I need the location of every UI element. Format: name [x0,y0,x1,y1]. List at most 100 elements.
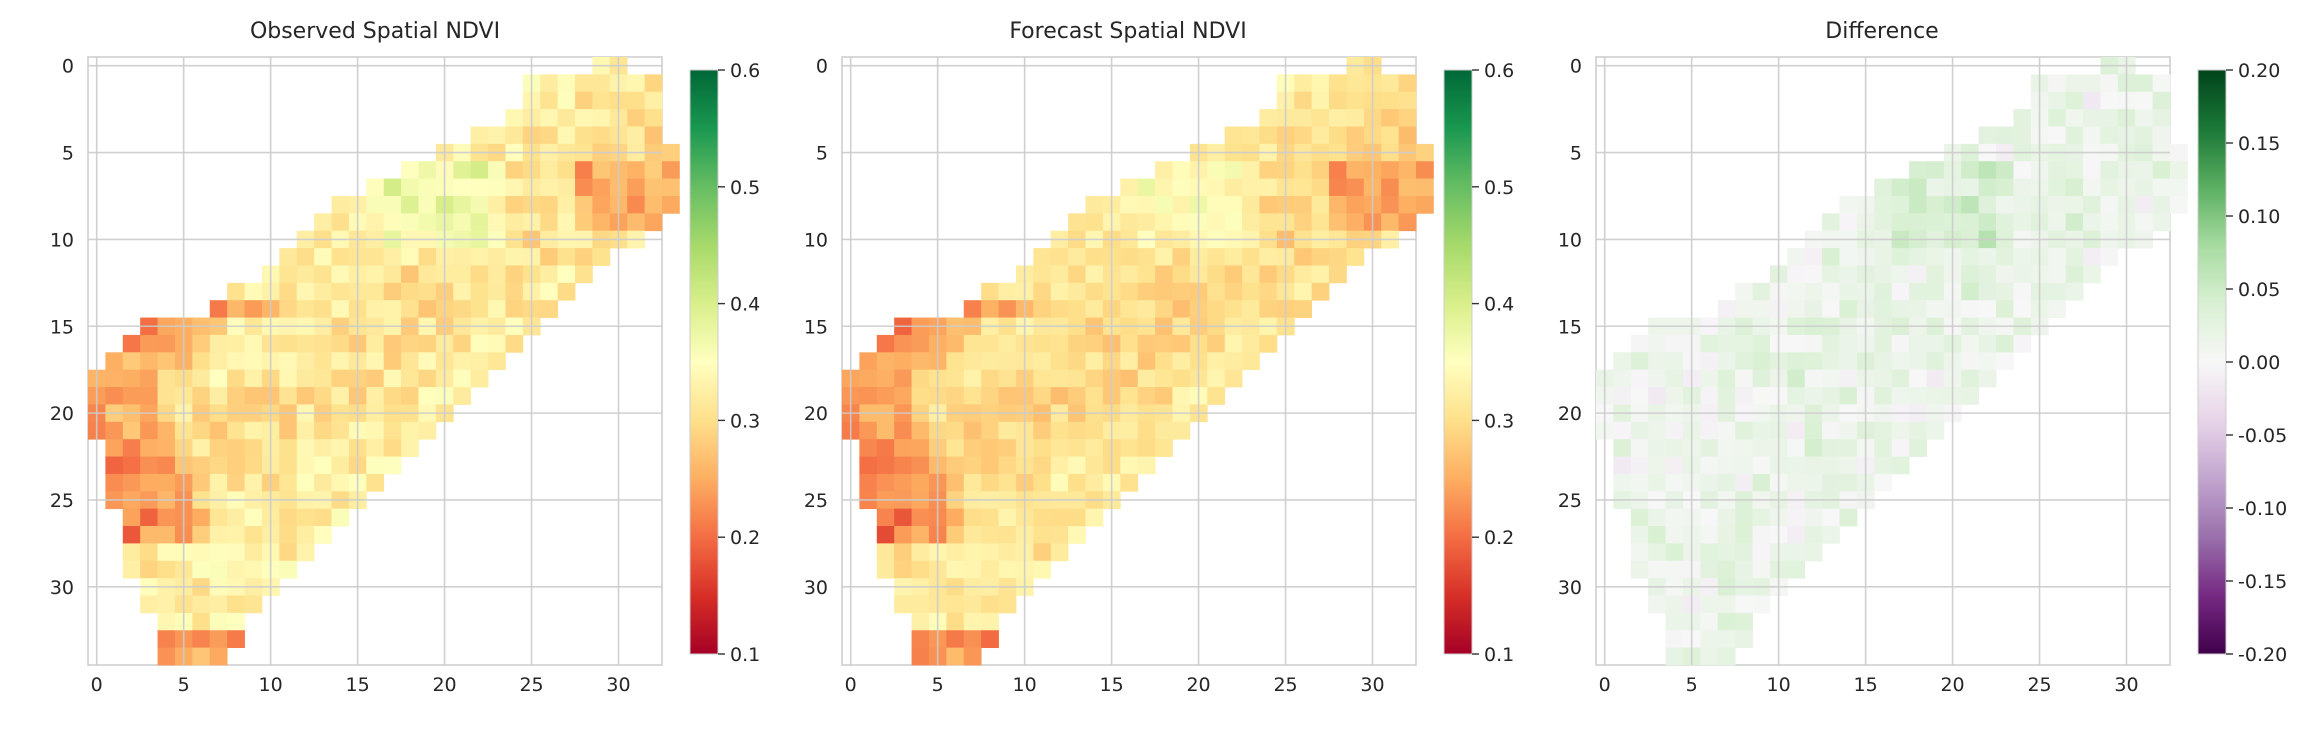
heatmap-cell [1224,213,1243,232]
heatmap-cell [1120,195,1139,214]
heatmap-cell [1172,369,1191,388]
heatmap-cell [2083,161,2101,179]
heatmap-cell [505,178,524,197]
heatmap-cell [1787,421,1806,440]
heatmap-cell [1242,213,1260,232]
heatmap-cell [383,352,402,371]
heatmap-cell [331,439,350,457]
heatmap-cell [1613,352,1632,371]
forecast-colorbar: 0.1 0.2 0.3 0.4 0.5 0.6 [1443,60,1514,666]
heatmap-cell [1630,387,1649,405]
heatmap-cell [981,526,999,544]
heatmap-cell [2135,109,2153,127]
colorbar-tick-label: 0.2 [730,527,760,549]
heatmap-cell [140,439,158,457]
heatmap-cell [1822,334,1840,353]
heatmap-cell [963,352,982,371]
heatmap-cell [1822,473,1840,492]
heatmap-cell [1978,213,1997,232]
heatmap-cell [2135,126,2153,145]
heatmap-cell [1978,178,1997,197]
difference-title: Difference [1825,19,1938,44]
heatmap-cell [505,334,524,353]
heatmap-cell [366,387,385,405]
heatmap-cell [1752,508,1771,527]
heatmap-cell [1294,126,1313,145]
heatmap-cell [981,595,999,614]
heatmap-cell [244,369,263,388]
heatmap-cell [1207,387,1226,405]
heatmap-cell [1294,248,1313,266]
heatmap-cell [105,369,124,388]
heatmap-cell [1381,109,1399,127]
heatmap-cell [1891,178,1910,197]
heatmap-cell [1207,213,1226,232]
heatmap-cell [383,195,402,214]
heatmap-cell [859,473,878,492]
heatmap-cell [1155,213,1173,232]
heatmap-cell [227,560,245,579]
heatmap-cell [366,334,385,353]
heatmap-cell [1717,439,1736,457]
heatmap-cell [1996,334,2014,353]
heatmap-cell [1398,74,1417,93]
heatmap-cell [488,178,506,197]
heatmap-cell [140,456,158,475]
heatmap-cell [192,473,211,492]
heatmap-cell [453,300,472,318]
heatmap-cell [1311,195,1330,214]
heatmap-cell [227,369,245,388]
heatmap-cell [157,543,176,562]
heatmap-cell [540,178,559,197]
heatmap-cell [1665,473,1684,492]
heatmap-cell [105,439,124,457]
heatmap-cell [2083,126,2101,145]
heatmap-cell [470,300,489,318]
heatmap-cell [998,352,1017,371]
x-tick-label: 25 [2027,674,2051,696]
heatmap-cell [1068,387,1086,405]
heatmap-cell [946,508,965,527]
heatmap-cell [1085,352,1104,371]
heatmap-cell [383,439,402,457]
heatmap-cell [1294,195,1313,214]
heatmap-cell [876,526,895,544]
heatmap-cell [1346,109,1365,127]
heatmap-cell [1224,265,1243,284]
heatmap-cell [1891,456,1910,475]
heatmap-cell [1822,265,1840,284]
heatmap-cell [1978,126,1997,145]
heatmap-cell [279,560,298,579]
heatmap-cell [1120,178,1139,197]
heatmap-cell [331,265,350,284]
x-tick-label: 15 [1100,674,1124,696]
heatmap-cell [1909,421,1927,440]
heatmap-cell [592,126,611,145]
heatmap-cell [331,282,350,301]
heatmap-cell [946,560,965,579]
heatmap-cell [1752,369,1771,388]
heatmap-cell [279,387,298,405]
x-tick-label: 5 [932,674,944,696]
heatmap-cell [1294,265,1313,284]
heatmap-cell [1909,195,1927,214]
heatmap-cell [1068,369,1086,388]
y-tick-label: 10 [50,229,74,251]
heatmap-cell [314,421,332,440]
heatmap-cell [157,421,176,440]
heatmap-cell [1665,352,1684,371]
heatmap-cell [662,178,680,197]
heatmap-cell [1613,387,1632,405]
heatmap-cell [1926,213,1945,232]
heatmap-cell [2152,161,2171,179]
heatmap-cell [1665,508,1684,527]
heatmap-cell [296,265,315,284]
heatmap-cell [1259,334,1278,353]
heatmap-cell [279,282,298,301]
heatmap-cell [1207,369,1226,388]
heatmap-cell [122,334,141,353]
heatmap-cell [894,369,912,388]
heatmap-cell [157,647,176,666]
heatmap-cell [1839,265,1858,284]
heatmap-cell [1735,369,1753,388]
